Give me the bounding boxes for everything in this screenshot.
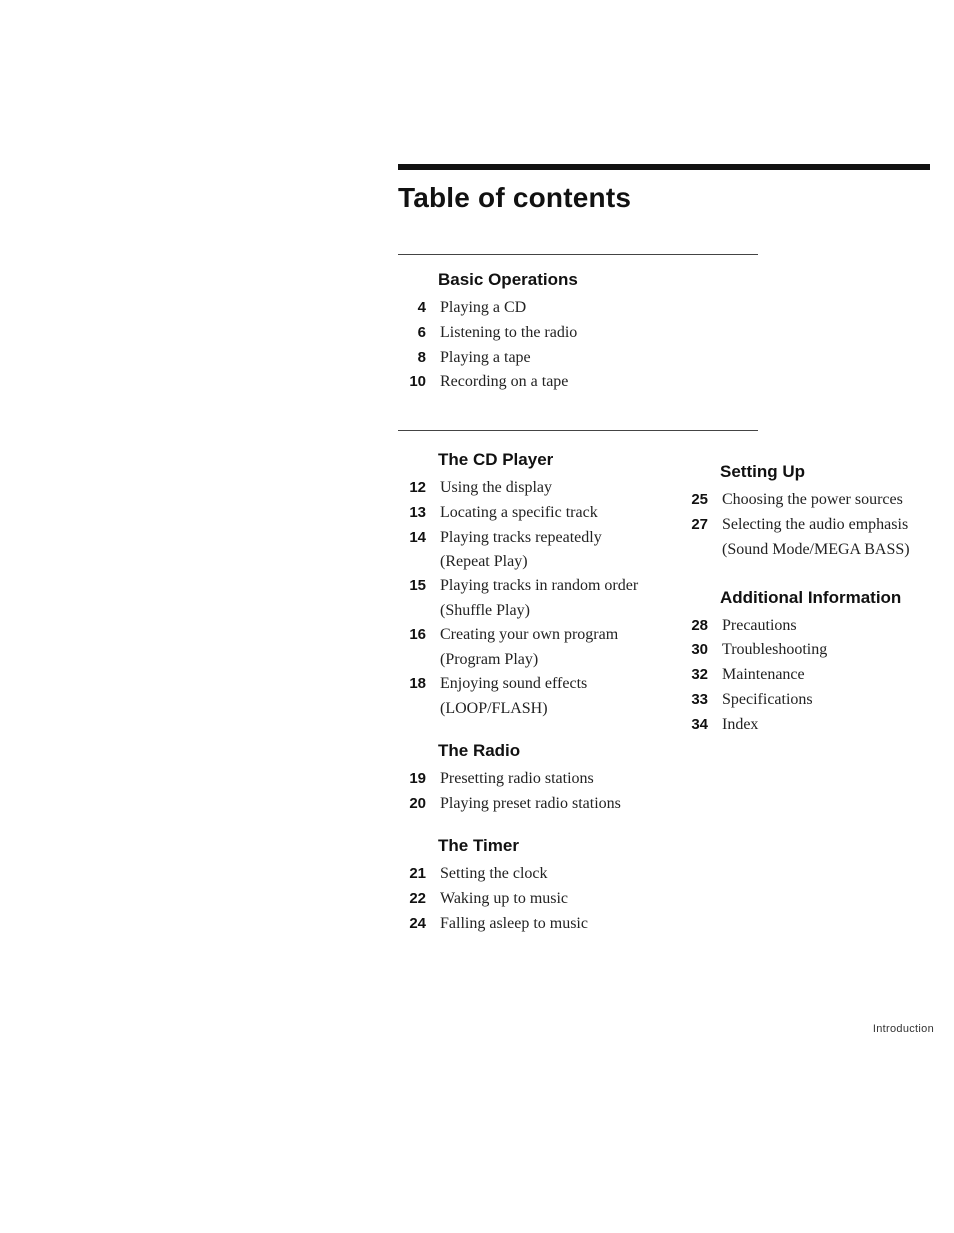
toc-item: 19 Presetting radio stations: [398, 767, 668, 792]
section-the-timer: The Timer 21 Setting the clock 22 Waking up…: [398, 836, 668, 936]
rule-thick: [398, 164, 930, 170]
toc-page-number: 14: [398, 526, 426, 549]
toc-item: 33 Specifications: [680, 688, 940, 713]
rule-thin-lower: [398, 430, 758, 431]
toc-label: Playing a tape: [440, 346, 531, 371]
toc-label: Choosing the power sources: [722, 488, 903, 513]
toc-label: Maintenance: [722, 663, 805, 688]
toc-label: Index: [722, 713, 758, 738]
section-the-radio: The Radio 19 Presetting radio stations 20 P…: [398, 741, 668, 817]
toc-item: 30 Troubleshooting: [680, 638, 940, 663]
toc-item: 25 Choosing the power sources: [680, 488, 940, 513]
toc-label: Playing preset radio stations: [440, 792, 621, 817]
toc-page-number: 12: [398, 476, 426, 499]
toc-page-number: 27: [680, 513, 708, 536]
toc-page-number: 13: [398, 501, 426, 524]
footer-section-label: Introduction: [873, 1023, 934, 1035]
toc-page-number: 10: [398, 370, 426, 393]
toc-page-number: 21: [398, 862, 426, 885]
toc-item: 18 Enjoying sound effects: [398, 672, 668, 697]
toc-page-number: 24: [398, 912, 426, 935]
toc-note: (Sound Mode/MEGA BASS): [722, 538, 940, 562]
toc-item: 13 Locating a specific track: [398, 501, 668, 526]
toc-list: 19 Presetting radio stations 20 Playing pre…: [398, 767, 668, 817]
toc-label: Enjoying sound effects: [440, 672, 587, 697]
toc-note: (LOOP/FLASH): [440, 697, 668, 721]
toc-label: Presetting radio stations: [440, 767, 594, 792]
section-heading: Setting Up: [720, 462, 940, 482]
rule-thin-upper: [398, 254, 758, 255]
section-heading: The CD Player: [438, 450, 668, 470]
toc-item: 12 Using the display: [398, 476, 668, 501]
toc-label: Using the display: [440, 476, 552, 501]
toc-item: 10 Recording on a tape: [398, 370, 758, 395]
section-heading: The Radio: [438, 741, 668, 761]
section-heading: Basic Operations: [438, 270, 758, 290]
toc-label: Setting the clock: [440, 862, 548, 887]
section-heading: Additional Information: [720, 588, 940, 608]
column-right: Setting Up 25Choosing the power sources2…: [680, 450, 940, 764]
toc-item: 4 Playing a CD: [398, 296, 758, 321]
toc-item: 28 Precautions: [680, 614, 940, 639]
toc-label: Specifications: [722, 688, 813, 713]
page: Table of contents Basic Operations 4 Play…: [0, 0, 954, 1233]
toc-item: 15 Playing tracks in random order: [398, 574, 668, 599]
section-heading: The Timer: [438, 836, 668, 856]
toc-label: Recording on a tape: [440, 370, 568, 395]
column-left: The CD Player 12 Using the display 13 Locat…: [398, 450, 668, 957]
toc-page-number: 20: [398, 792, 426, 815]
toc-item: 24 Falling asleep to music: [398, 912, 668, 937]
toc-label: Precautions: [722, 614, 797, 639]
toc-item: 22 Waking up to music: [398, 887, 668, 912]
section-additional-information: Additional Information 28 Precautions 30 Tr…: [680, 588, 940, 738]
toc-page-number: 8: [398, 346, 426, 369]
section-setting-up: Setting Up 25Choosing the power sources2…: [680, 462, 940, 562]
toc-list: 21Setting the clock22Waking up to music2…: [398, 862, 668, 936]
toc-label: Falling asleep to music: [440, 912, 588, 937]
toc-page-number: 15: [398, 574, 426, 597]
toc-item: 16 Creating your own program: [398, 623, 668, 648]
toc-page-number: 25: [680, 488, 708, 511]
toc-item: 32 Maintenance: [680, 663, 940, 688]
toc-item: 34 Index: [680, 713, 940, 738]
toc-label: Playing tracks in random order: [440, 574, 638, 599]
toc-item: 21 Setting the clock: [398, 862, 668, 887]
toc-page-number: 34: [680, 713, 708, 736]
page-title: Table of contents: [398, 182, 631, 214]
toc-item: 8 Playing a tape: [398, 346, 758, 371]
toc-page-number: 6: [398, 321, 426, 344]
toc-page-number: 18: [398, 672, 426, 695]
toc-page-number: 19: [398, 767, 426, 790]
toc-page-number: 33: [680, 688, 708, 711]
toc-list: 28 Precautions 30 Troubleshooting 32 Maintena…: [680, 614, 940, 738]
toc-note: (Program Play): [440, 648, 668, 672]
toc-item: 27 Selecting the audio emphasis: [680, 513, 940, 538]
toc-label: Troubleshooting: [722, 638, 827, 663]
toc-item: 14 Playing tracks repeatedly: [398, 526, 668, 551]
toc-page-number: 4: [398, 296, 426, 319]
toc-label: Listening to the radio: [440, 321, 577, 346]
toc-page-number: 16: [398, 623, 426, 646]
toc-list: 4 Playing a CD 6 Listening to the radio 8 Pla…: [398, 296, 758, 395]
toc-list: 12 Using the display 13 Locating a specific…: [398, 476, 668, 721]
toc-label: Waking up to music: [440, 887, 568, 912]
toc-page-number: 28: [680, 614, 708, 637]
toc-page-number: 30: [680, 638, 708, 661]
toc-item: 20 Playing preset radio stations: [398, 792, 668, 817]
toc-list: 25 Choosing the power sources 27 Selecting …: [680, 488, 940, 562]
toc-label: Playing a CD: [440, 296, 526, 321]
toc-label: Playing tracks repeatedly: [440, 526, 602, 551]
toc-page-number: 22: [398, 887, 426, 910]
toc-label: Creating your own program: [440, 623, 618, 648]
toc-page-number: 32: [680, 663, 708, 686]
toc-label: Locating a specific track: [440, 501, 598, 526]
section-basic-operations: Basic Operations 4 Playing a CD 6 Listening…: [398, 270, 758, 395]
toc-label: Selecting the audio emphasis: [722, 513, 908, 538]
toc-note: (Repeat Play): [440, 550, 668, 574]
toc-item: 6 Listening to the radio: [398, 321, 758, 346]
section-cd-player: The CD Player 12 Using the display 13 Locat…: [398, 450, 668, 721]
toc-note: (Shuffle Play): [440, 599, 668, 623]
